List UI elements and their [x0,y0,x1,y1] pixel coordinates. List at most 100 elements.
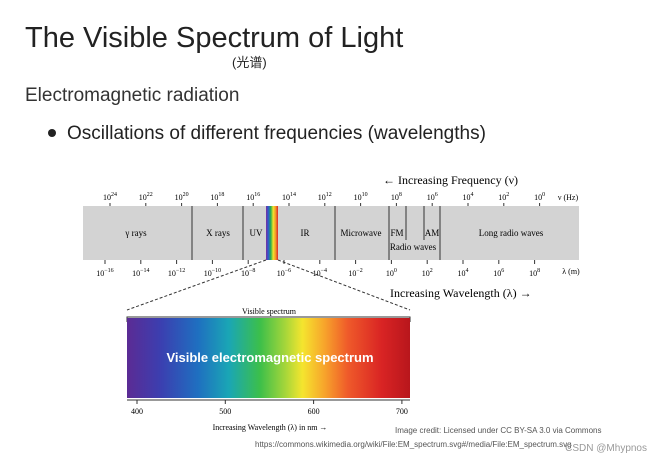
wavelength-tick: 106 [493,268,504,278]
bullet-text: Oscillations of different frequencies (w… [67,123,486,144]
tick-exponent: −8 [249,268,255,274]
tick-base: 10 [282,193,290,202]
tick-base: 10 [458,269,466,278]
unit-label: ν (Hz) [558,193,579,202]
wavelength-tick: 100 [386,268,397,278]
frequency-tick: 1022 [139,192,153,202]
tick-exponent: 2 [506,192,509,198]
tick-exponent: −4 [321,268,327,274]
nm-tick: 500 [219,407,231,416]
visible-spectrum [127,318,410,398]
tick-base: 10 [498,193,506,202]
tick-exponent: 18 [218,192,224,198]
tick-base: 10 [391,193,399,202]
nm-caption: Increasing Wavelength (λ) in nm → [213,423,328,432]
frequency-tick: 106 [427,192,438,202]
wavelength-tick: 10−16 [96,268,113,278]
tick-base: 10 [277,269,285,278]
tick-base: 10 [463,193,471,202]
credit-url: https://commons.wikimedia.org/wiki/File:… [255,440,572,449]
tick-exponent: −10 [212,268,221,274]
tick-exponent: 6 [501,268,504,274]
band-label: IR [301,228,310,238]
nm-tick: 400 [131,407,143,416]
band-label: X rays [206,228,230,238]
tick-base: 10 [534,193,542,202]
tick-exponent: 4 [471,192,474,198]
tick-exponent: 4 [466,268,469,274]
frequency-tick: 104 [463,192,474,202]
band-label: γ rays [124,228,147,238]
tick-base: 10 [529,269,537,278]
frequency-tick: 108 [391,192,402,202]
wavelength-tick: 104 [458,268,469,278]
band-label: Microwave [341,228,382,238]
frequency-tick: 1014 [282,192,296,202]
band-label: UV [250,228,263,238]
spectrum-band [83,206,579,260]
frequency-tick: 1018 [210,192,224,202]
tick-base: 10 [386,269,394,278]
tick-base: 10 [493,269,501,278]
credit: Image credit: Licensed under CC BY-SA 3.… [395,426,601,435]
em-diagram: ← Increasing Frequency (ν) Radio waves L… [83,173,580,432]
tick-base: 10 [348,269,356,278]
tick-exponent: 22 [147,192,153,198]
wavelength-tick: 108 [529,268,540,278]
zoom-line [277,259,411,311]
frequency-tick: 1016 [246,192,260,202]
frequency-tick: 1012 [318,192,332,202]
wavelength-tick: 10−14 [132,268,149,278]
tick-base: 10 [318,193,326,202]
tick-base: 10 [168,269,176,278]
tick-exponent: 24 [111,192,117,198]
band-label: AM [425,228,440,238]
tick-exponent: 0 [542,192,545,198]
tick-exponent: 8 [537,268,540,274]
watermark: CSDN @Mhypnos [565,443,647,454]
tick-base: 10 [241,269,249,278]
tick-exponent: 14 [290,192,296,198]
tick-exponent: 10 [362,192,368,198]
tick-exponent: 8 [399,192,402,198]
tick-exponent: 20 [183,192,189,198]
wavelength-tick: 10−10 [204,268,221,278]
frequency-tick: 1020 [175,192,189,202]
tick-base: 10 [422,269,430,278]
band-label: Radio waves [390,242,437,252]
tick-base: 10 [96,269,104,278]
wavelength-tick: 10−6 [277,268,291,278]
visible-band [266,206,278,260]
tick-exponent: −6 [285,268,291,274]
nm-tick: 600 [308,407,320,416]
tick-exponent: 16 [254,192,260,198]
heading: Electromagnetic radiation [25,85,239,106]
visible-title: Visible electromagnetic spectrum [166,350,373,365]
frequency-tick: 1024 [103,192,117,202]
wavelength-tick: 10−8 [241,268,255,278]
tick-base: 10 [313,269,321,278]
frequency-tick: 100 [534,192,545,202]
tick-base: 10 [246,193,254,202]
nm-tick: 700 [396,407,408,416]
tick-exponent: 2 [430,268,433,274]
tick-exponent: −12 [176,268,185,274]
wavelength-tick: 102 [422,268,433,278]
tick-base: 10 [210,193,218,202]
tick-exponent: 6 [435,192,438,198]
band-label: FM [390,228,403,238]
tick-base: 10 [204,269,212,278]
wavelength-caption: Increasing Wavelength (λ) → [390,286,532,300]
bullet-dot [48,129,56,137]
tick-base: 10 [132,269,140,278]
tick-exponent: −14 [140,268,149,274]
title: The Visible Spectrum of Light [25,22,403,54]
tick-base: 10 [354,193,362,202]
frequency-tick: 102 [498,192,509,202]
tick-exponent: −16 [104,268,113,274]
unit-label: λ (m) [562,267,580,276]
wavelength-tick: 10−4 [313,268,327,278]
tick-base: 10 [139,193,147,202]
frequency-tick: 1010 [354,192,368,202]
